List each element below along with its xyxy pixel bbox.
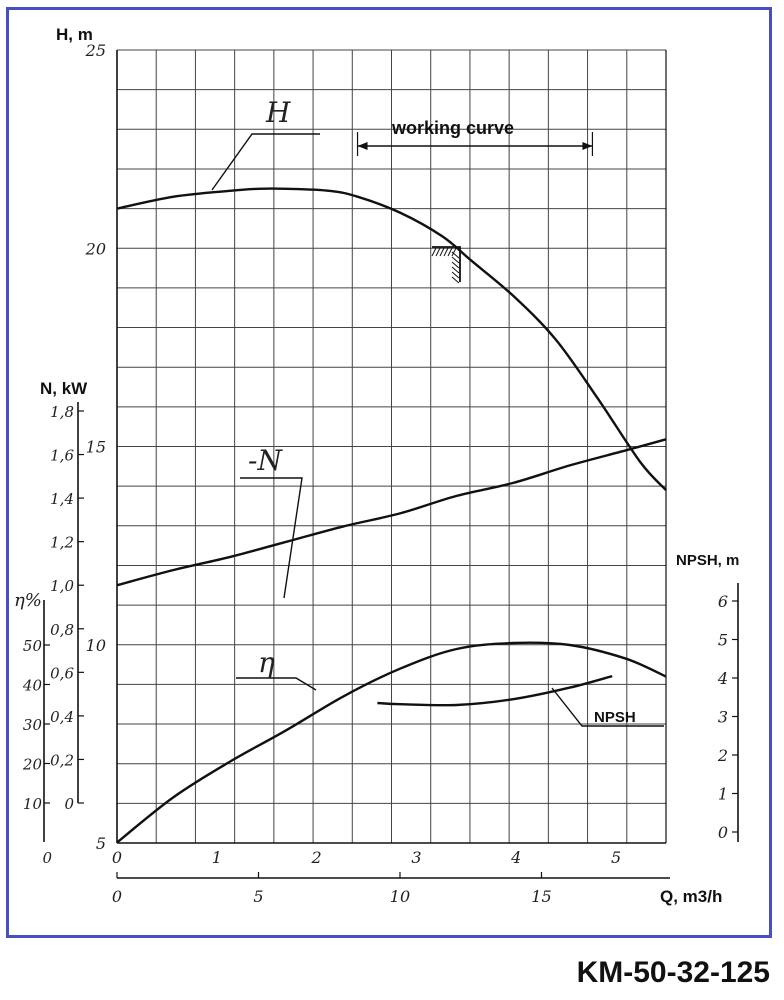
secondary-x-tick-label: 0 (112, 848, 122, 867)
q-tick-label: 0 (112, 887, 122, 906)
duty-point-hatch (451, 247, 457, 257)
eff-tick-label: 50 (23, 637, 43, 655)
working-range-arrow-left (357, 142, 368, 150)
duty-point-hatch (431, 247, 437, 257)
axes (43, 50, 739, 879)
model-number: KM-50-32-125 (576, 956, 770, 989)
eff-axis-label: η% (14, 590, 42, 611)
eff-tick-label: 20 (22, 756, 43, 774)
eff-tick-label: 30 (23, 716, 43, 734)
duty-point-hatch (451, 261, 460, 269)
n-tick-label: 1,4 (50, 490, 74, 508)
npsh-tick-label: 6 (718, 592, 728, 611)
h-tick-label: 5 (96, 834, 106, 853)
secondary-x-tick-label: 2 (311, 848, 322, 867)
npsh-leader-line (551, 687, 664, 727)
duty-point-hatch (451, 266, 460, 274)
q-tick-label: 5 (253, 887, 263, 906)
n-tick-label: 1,2 (50, 534, 74, 552)
q-axis-label: Q, m3/h (660, 887, 722, 906)
working-curve-label: working curve (391, 118, 514, 138)
h-axis-label: H, m (56, 25, 93, 44)
q-tick-label: 15 (531, 887, 551, 906)
duty-point-hatch (439, 247, 445, 257)
n-tick-label: 0,8 (50, 621, 74, 639)
curve-npsh (377, 674, 613, 707)
npsh-tick-label: 4 (717, 669, 728, 688)
secondary-x-tick-label: 4 (510, 848, 521, 867)
duty-point-hatch (443, 247, 449, 257)
n-tick-label: 0,2 (50, 751, 74, 769)
eff-tick-label: 40 (22, 677, 43, 695)
npsh-tick-label: 0 (718, 823, 728, 842)
secondary-x-tick-label: 3 (411, 848, 421, 867)
duty-point-hatch (451, 276, 460, 284)
n-leader-line (240, 477, 303, 599)
npsh-tick-label: 2 (717, 746, 728, 765)
secondary-x-tick-label: 5 (611, 848, 621, 867)
duty-point-hatch (451, 271, 460, 279)
n-tick-label: 1,0 (50, 577, 74, 595)
eff-tick-label: 0 (42, 849, 52, 867)
curve-n (116, 438, 667, 587)
npsh-tick-label: 5 (718, 631, 728, 650)
curves (116, 132, 667, 844)
q-tick-label: 10 (390, 887, 410, 906)
n-tick-label: 0,4 (50, 708, 74, 726)
h-tick-label: 25 (85, 41, 106, 60)
curve-h-label: H (265, 96, 291, 129)
eff-tick-label: 10 (23, 795, 43, 813)
tick-labels: 51015202500,20,40,60,81,01,21,41,61,8010… (22, 41, 738, 906)
eta-leader-line (236, 677, 317, 691)
npsh-axis-label: NPSH, m (676, 552, 739, 569)
h-tick-label: 20 (85, 239, 106, 258)
curve-n-label: -N (248, 444, 283, 477)
h-tick-label: 15 (86, 438, 106, 457)
chart-frame (6, 7, 772, 938)
n-axis-label: N, kW (40, 379, 88, 398)
duty-point-hatch (435, 247, 441, 257)
grid (116, 49, 667, 844)
curve-eta-label: η (258, 646, 275, 679)
h-tick-label: 10 (86, 636, 106, 655)
secondary-x-tick-label: 1 (212, 848, 222, 867)
duty-point-hatch (447, 247, 453, 257)
n-tick-label: 0 (64, 795, 74, 813)
npsh-tick-label: 1 (718, 785, 728, 804)
curve-h (116, 187, 667, 491)
npsh-tick-label: 3 (718, 708, 728, 727)
duty-point-marker (432, 246, 461, 282)
h-leader-line (211, 133, 320, 191)
curve-eta (116, 641, 667, 844)
working-range-arrow-right (582, 142, 593, 150)
n-tick-label: 0,6 (50, 664, 74, 682)
duty-point-hatch (451, 256, 460, 264)
n-tick-label: 1,6 (50, 447, 74, 465)
n-tick-label: 1,8 (50, 403, 74, 421)
curve-npsh-label: NPSH (594, 709, 636, 726)
